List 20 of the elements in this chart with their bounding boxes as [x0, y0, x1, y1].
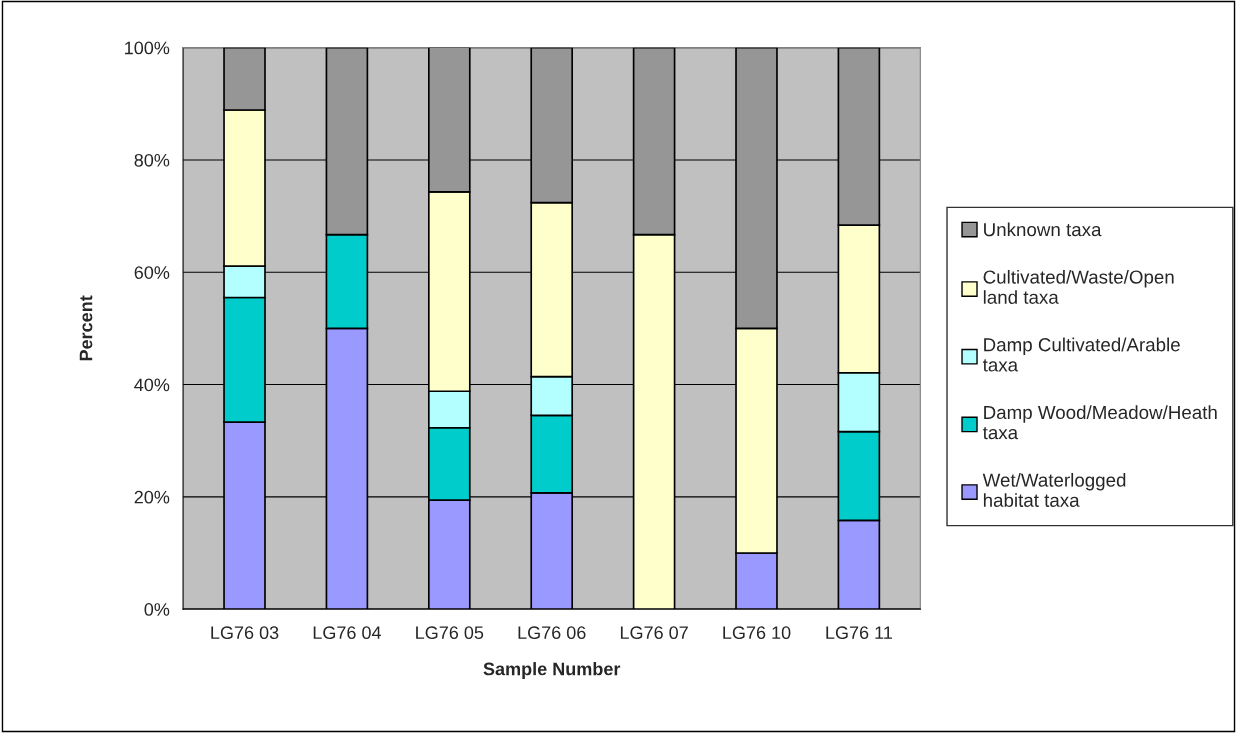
y-tick-label: 80%	[134, 153, 170, 167]
x-tick-label: LG76 03	[211, 626, 279, 640]
y-tick-label: 100%	[125, 41, 170, 55]
legend-label: Damp Wood/Meadow/Heath taxa	[982, 405, 1217, 440]
y-axis-title: Percent	[79, 295, 93, 361]
x-tick-label: LG76 07	[620, 626, 688, 640]
legend-label: Cultivated/Waste/Open land taxa	[983, 269, 1174, 304]
legend-label: Wet/Waterlogged habitat taxa	[982, 472, 1126, 507]
x-tick-label: LG76 10	[723, 626, 791, 640]
legend-label: Damp Cultivated/Arable taxa	[982, 337, 1180, 372]
x-tick-label: LG76 11	[826, 626, 892, 640]
y-tick-label: 20%	[134, 490, 170, 504]
x-tick-label: LG76 04	[313, 626, 382, 640]
x-axis-title: Sample Number	[483, 662, 621, 679]
legend-label: Unknown taxa	[984, 222, 1102, 237]
y-tick-label: 0%	[144, 603, 170, 616]
x-tick-label: LG76 06	[518, 626, 586, 640]
y-tick-label: 40%	[134, 378, 170, 392]
y-tick-label: 60%	[134, 266, 170, 279]
x-tick-label: LG76 05	[416, 626, 484, 640]
